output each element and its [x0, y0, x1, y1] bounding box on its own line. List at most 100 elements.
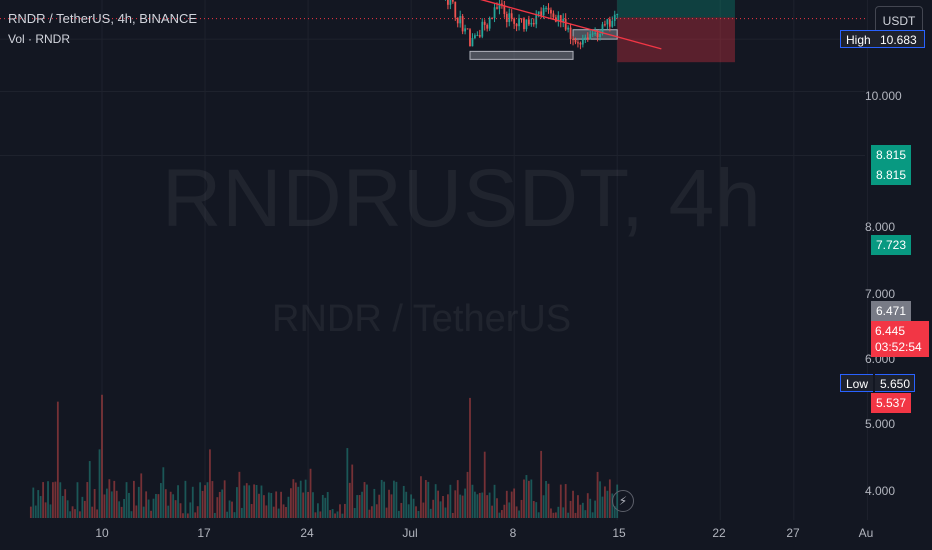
time-tick: Au — [858, 526, 874, 540]
volume-bar — [140, 473, 143, 518]
time-tick: 17 — [197, 526, 211, 540]
volume-bar — [594, 500, 597, 518]
volume-bar — [280, 491, 282, 518]
volume-bar — [260, 485, 263, 518]
candlesticks — [444, 0, 619, 50]
volume-bar — [142, 506, 145, 518]
volume-bar — [515, 506, 518, 518]
price-tick: 8.000 — [865, 220, 896, 234]
candle-body — [574, 39, 577, 43]
volume-bar — [557, 506, 560, 518]
volume-bar — [186, 513, 189, 518]
lightning-icon[interactable]: ⚡ — [612, 490, 634, 512]
volume-bar — [370, 506, 373, 518]
candle-body — [488, 17, 491, 29]
volume-bar — [32, 487, 35, 518]
candle-body — [572, 39, 574, 41]
volume-bar — [469, 397, 471, 518]
volume-bar — [290, 488, 292, 518]
candle-body — [547, 7, 550, 10]
volume-bar — [437, 490, 440, 518]
volume-bar — [564, 484, 567, 518]
candle-body — [596, 32, 599, 38]
target-price-tag: 8.815 — [871, 145, 911, 165]
volume-bar — [79, 511, 81, 518]
volume-bar — [586, 493, 589, 518]
volume-bar — [523, 479, 525, 518]
profit-zone — [617, 0, 735, 18]
volume-bar — [380, 479, 383, 518]
low-label: Low — [840, 374, 874, 392]
candle-body — [545, 7, 547, 9]
volume-bar — [535, 502, 538, 518]
volume-bar — [589, 498, 592, 518]
volume-bar — [162, 467, 165, 518]
volume-bar — [599, 481, 601, 518]
volume-bar — [532, 500, 535, 518]
candle-body — [500, 3, 503, 6]
volume-bar — [606, 490, 609, 518]
volume-bar — [608, 479, 611, 518]
volume-bar — [91, 506, 94, 518]
volume-bar — [326, 492, 329, 518]
volume-bar — [47, 481, 49, 518]
candle-body — [478, 35, 481, 37]
volume-bar — [346, 448, 349, 518]
volume-bar — [334, 513, 336, 518]
volume-bar — [397, 510, 400, 518]
candle-body — [471, 38, 474, 47]
volume-bar — [378, 494, 381, 518]
target-line-tag: 8.815 — [871, 165, 911, 185]
volume-bar — [199, 482, 202, 518]
volume-bar — [307, 491, 309, 518]
volume-bar — [402, 485, 405, 518]
candle-body — [540, 11, 543, 16]
volume-bar — [277, 508, 280, 518]
volume-bar — [319, 511, 322, 518]
volume-bar — [172, 494, 175, 518]
volume-bar — [545, 480, 547, 518]
volume-bar — [59, 482, 62, 518]
volume-bar — [255, 484, 258, 518]
volume-bar — [115, 490, 118, 518]
volume-bar — [486, 495, 489, 518]
time-tick: 15 — [612, 526, 626, 540]
volume-bar — [432, 499, 435, 518]
volume-legend[interactable]: Vol · RNDR — [8, 32, 71, 46]
volume-bar — [137, 486, 140, 518]
candle-body — [537, 11, 540, 15]
volume-bar — [520, 499, 523, 518]
time-tick: 27 — [786, 526, 800, 540]
volume-bar — [223, 480, 226, 518]
candle-body — [481, 21, 484, 37]
volume-bar — [508, 502, 511, 518]
volume-bar — [358, 495, 361, 518]
volume-bar — [572, 490, 574, 518]
volume-bar — [108, 479, 111, 518]
volume-bar — [236, 487, 238, 518]
candle-body — [608, 19, 611, 27]
candle-body — [594, 32, 597, 34]
volume-bar — [147, 499, 150, 518]
volume-bar — [393, 480, 395, 518]
volume-bar — [530, 479, 533, 518]
volume-bar — [503, 504, 506, 518]
chart-title[interactable]: RNDR / TetherUS, 4h, BINANCE — [8, 11, 198, 26]
volume-bar — [429, 508, 432, 518]
volume-bar — [29, 506, 32, 518]
volume-bar — [601, 496, 604, 518]
volume-bar — [451, 512, 454, 518]
volume-bar — [272, 506, 275, 518]
volume-bar — [321, 494, 324, 518]
candle-body — [599, 33, 601, 38]
volume-bar — [233, 512, 236, 518]
candle-body — [613, 14, 616, 21]
volume-bar — [128, 492, 130, 518]
volume-bar — [258, 493, 260, 518]
volume-bar — [375, 504, 378, 518]
candle-body — [562, 18, 565, 23]
candle-body — [591, 33, 594, 35]
price-tick: 4.000 — [865, 484, 896, 498]
candle-body — [515, 23, 518, 27]
